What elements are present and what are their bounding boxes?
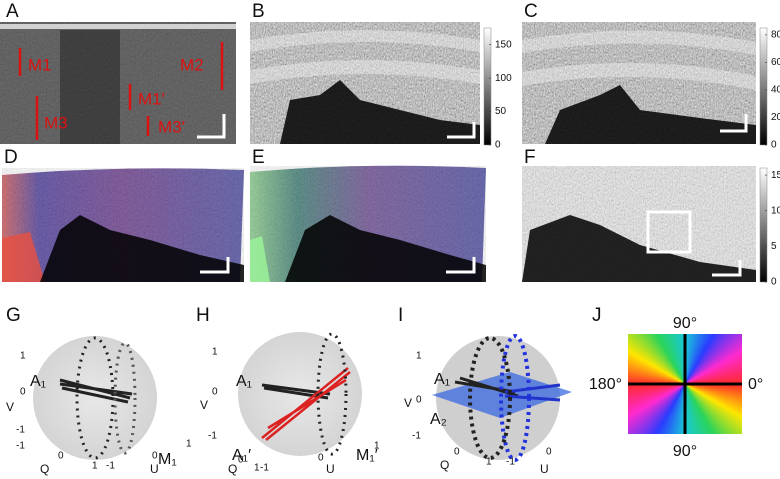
tick-label: 100 [495,73,512,84]
tick-label: 0 [238,455,244,466]
tick-label: 0 [58,451,64,462]
tick-label: 150 [495,39,512,50]
tick-label: 0 [546,447,552,458]
tick-label: -1 [16,441,25,452]
panel-label: F [524,147,536,168]
sphere-g [33,336,157,460]
annotation: M3′ [158,117,185,136]
annotation: M2 [180,55,204,74]
tick-label: 0 [495,140,501,151]
tick-label: 80 [771,30,780,41]
axis-label: U [540,462,549,476]
panel-label: C [524,1,538,22]
axis-label: V [200,398,208,412]
sphere-h [238,332,362,456]
panel-label: H [196,305,210,326]
tick-label: 0 [454,447,460,458]
tick-label: 0 [318,453,324,464]
image-a [0,22,236,144]
tick-label: -1 [506,457,515,468]
image-c [522,22,756,144]
panel-label: B [252,1,265,22]
tick-label: 15 [771,170,780,181]
axis-label: Q [228,462,237,476]
panel-label: D [4,147,18,168]
tick-label: -1 [260,463,269,474]
panel-label: G [6,305,21,326]
axis-label: Q [40,462,49,476]
angle-label: 90° [673,443,697,460]
panel-label: J [592,305,602,326]
sphere-label: A₁ [434,371,450,388]
tick-label: 1 [212,347,218,358]
angle-label: 90° [673,315,697,332]
image-d [2,168,244,282]
sphere-label: M₁′ [356,447,378,464]
tick-label: 0 [152,451,158,462]
axis-label: U [326,462,335,476]
annotation: M1 [28,55,52,74]
tick-label: 10 [771,205,780,216]
tick-label: 60 [771,57,780,68]
angle-label: 180° [589,376,622,393]
sphere-i [432,334,572,462]
sphere-label: A₂ [430,411,447,428]
tick-label: 1 [254,463,260,474]
tick-label: 1 [92,461,98,472]
sphere-label: A₁ [236,373,252,390]
axis-label: Q [440,458,449,472]
tick-label: -1 [412,431,421,442]
tick-label: 1 [486,457,492,468]
panel-label: E [252,147,265,168]
tick-label: 1 [20,351,26,362]
tick-label: 40 [771,85,780,96]
sphere-label: A₁′ [232,447,251,464]
sphere-label: M₁ [158,451,177,468]
axis-label: V [6,400,14,414]
tick-label: 0 [771,140,777,151]
tick-label: 20 [771,112,780,123]
colorbar [483,27,492,146]
axis-label: U [150,462,159,476]
angle-label: 0° [748,376,763,393]
tick-label: -1 [106,461,115,472]
colorbar [759,27,768,146]
tick-label: 0 [416,395,422,406]
annotation: M1′ [138,89,165,108]
tick-label: 5 [771,241,777,252]
tick-label: -1 [208,431,217,442]
tick-label: 1 [416,351,422,362]
image-b [250,22,480,144]
colorbar [759,167,768,283]
tick-label: 50 [495,106,507,117]
tick-label: 1 [374,441,380,452]
tick-label: 0 [212,387,218,398]
panel-label: I [398,305,403,326]
panel-label: A [6,1,19,22]
image-e [250,165,486,282]
wheel-axes [628,334,742,434]
tick-label: 1 [186,439,192,450]
tick-label: 0 [20,387,26,398]
tick-label: -1 [16,425,25,436]
tick-label: 0 [771,277,777,288]
sphere-label: A₁ [30,373,46,390]
annotation: M3 [44,113,68,132]
image-f [522,166,756,282]
axis-label: V [404,396,412,410]
